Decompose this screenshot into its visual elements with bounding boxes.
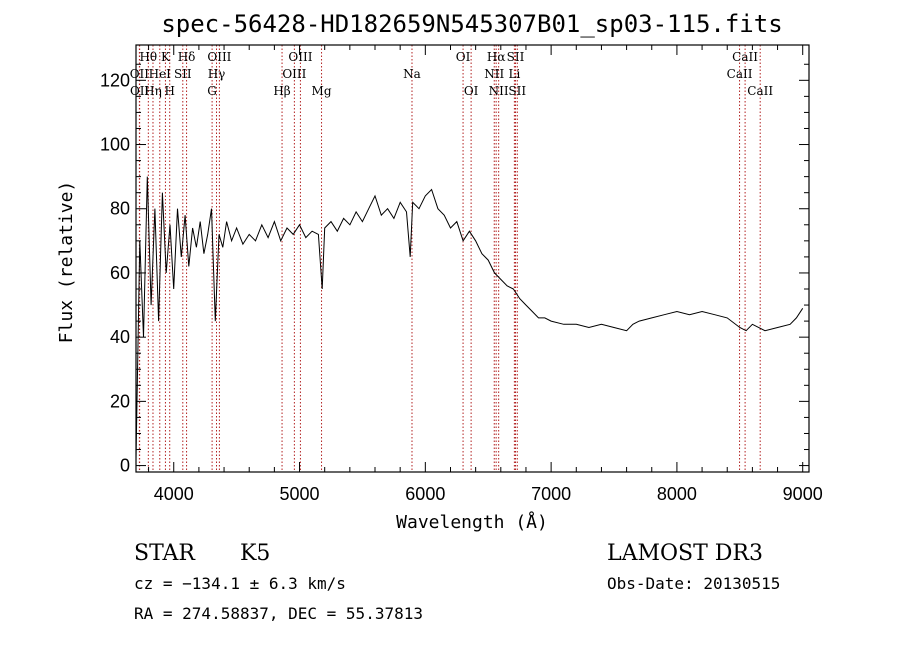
x-tick-label: 6000 bbox=[405, 484, 445, 504]
flux-line bbox=[135, 176, 804, 460]
y-tick-label: 100 bbox=[100, 135, 130, 155]
x-tick-label: 8000 bbox=[657, 484, 697, 504]
observation-date: Obs-Date: 20130515 bbox=[607, 574, 780, 593]
plot-frame bbox=[135, 44, 810, 473]
spectral-line-label: Hθ bbox=[139, 50, 157, 64]
spectral-line-label: Li bbox=[508, 67, 520, 81]
spectral-line-label: Na bbox=[403, 67, 421, 81]
spectral-line-label: Hδ bbox=[178, 50, 196, 64]
chart-title: spec-56428-HD182659N545307B01_sp03-115.f… bbox=[161, 10, 782, 38]
spectral-line-label: Hγ bbox=[208, 67, 226, 81]
x-axis-ticks: 4000 5000 6000 7000 8000 9000 bbox=[148, 45, 823, 504]
spectral-line-label: NII bbox=[484, 67, 504, 81]
spectral-line-markers bbox=[138, 45, 761, 472]
y-tick-label: 0 bbox=[120, 456, 130, 476]
spectral-line-label: OI bbox=[464, 84, 479, 98]
spectral-line-label: OII bbox=[130, 67, 150, 81]
spectral-subclass: K5 bbox=[240, 541, 270, 566]
spectral-line-label: Hβ bbox=[273, 84, 290, 98]
spectral-line-label: CaII bbox=[747, 84, 773, 98]
x-tick-label: 7000 bbox=[531, 484, 571, 504]
spectral-line-label: OIII bbox=[207, 50, 231, 64]
y-tick-label: 40 bbox=[110, 327, 130, 347]
spectral-line-label: SII bbox=[507, 50, 525, 64]
y-tick-label: 80 bbox=[110, 199, 130, 219]
y-tick-label: 60 bbox=[110, 263, 130, 283]
spectral-line-label: Hα bbox=[487, 50, 506, 64]
spectral-line-label: G bbox=[207, 84, 217, 98]
x-tick-label: 4000 bbox=[154, 484, 194, 504]
spectral-line-label: Hη bbox=[144, 84, 162, 98]
object-type: STAR bbox=[134, 541, 196, 566]
y-tick-label: 120 bbox=[100, 70, 130, 90]
spectral-line-label: NII bbox=[489, 84, 509, 98]
spectral-line-label: K bbox=[161, 50, 171, 64]
spectral-line-label: H bbox=[164, 84, 174, 98]
y-axis-ticks: 0 20 40 60 80 100 120 bbox=[100, 63, 809, 476]
spectral-line-label: OI bbox=[456, 50, 471, 64]
flux-series bbox=[135, 176, 804, 460]
spectral-line-label: SII bbox=[508, 84, 526, 98]
spectral-line-label: CaII bbox=[732, 50, 758, 64]
x-axis-label: Wavelength (Å) bbox=[396, 511, 548, 533]
survey-name: LAMOST DR3 bbox=[607, 541, 763, 566]
spectral-line-label: CaII bbox=[727, 67, 753, 81]
y-tick-label: 20 bbox=[110, 391, 130, 411]
x-tick-label: 9000 bbox=[783, 484, 823, 504]
spectral-line-label: SII bbox=[174, 67, 192, 81]
coordinates: RA = 274.58837, DEC = 55.37813 bbox=[134, 604, 423, 623]
spectral-line-label: HeI bbox=[149, 67, 172, 81]
spectral-line-label: OIII bbox=[288, 50, 312, 64]
x-tick-label: 5000 bbox=[280, 484, 320, 504]
spectral-line-label: OII bbox=[130, 84, 150, 98]
y-axis-label: Flux (relative) bbox=[56, 181, 77, 344]
redshift-cz: cz = −134.1 ± 6.3 km/s bbox=[134, 574, 346, 593]
spectral-line-label: OIII bbox=[282, 67, 306, 81]
spectral-line-label: Mg bbox=[312, 84, 332, 98]
